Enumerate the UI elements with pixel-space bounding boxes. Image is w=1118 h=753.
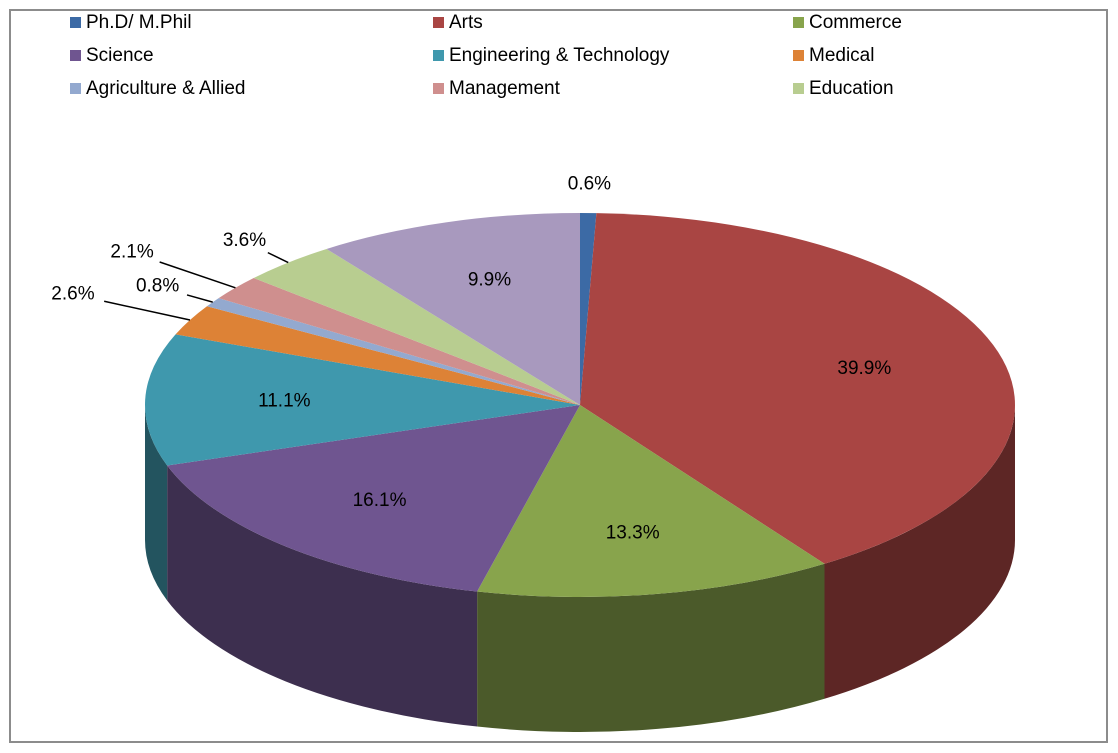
legend-label: Medical [809, 45, 874, 66]
legend-label: Education [809, 78, 894, 99]
legend-swatch [433, 83, 444, 94]
data-label: 0.8% [136, 276, 179, 297]
data-label: 16.1% [353, 490, 407, 511]
legend-label: Science [86, 45, 154, 66]
leader-line [159, 261, 236, 289]
legend-label: Engineering & Technology [449, 45, 670, 66]
pie-slice [477, 405, 825, 597]
legend-label: Arts [449, 12, 483, 33]
legend-swatch [70, 83, 81, 94]
legend-swatch [70, 50, 81, 61]
legend-swatch [433, 50, 444, 61]
legend-swatch [70, 17, 81, 28]
leader-line [267, 251, 289, 264]
legend-label: Agriculture & Allied [86, 78, 245, 99]
legend-swatch [793, 83, 804, 94]
legend-swatch [793, 50, 804, 61]
pie-slice [167, 405, 580, 592]
data-label: 39.9% [837, 358, 891, 379]
data-label: 2.1% [110, 242, 153, 263]
legend-label: Commerce [809, 12, 902, 33]
leader-line [103, 300, 191, 321]
data-label: 0.6% [568, 173, 611, 194]
data-label: 2.6% [51, 284, 94, 305]
pie-side [145, 405, 168, 601]
legend-label: Management [449, 78, 561, 99]
pie-slice [175, 306, 580, 405]
pie-side [167, 465, 478, 727]
pie-side [477, 563, 825, 732]
legend-swatch [793, 17, 804, 28]
pie-slice [206, 298, 581, 405]
data-label: 11.1% [258, 390, 311, 411]
legend-label: Ph.D/ M.Phil [86, 12, 192, 33]
data-label: 13.3% [606, 522, 660, 543]
pie-slice [144, 334, 580, 466]
data-label: 3.6% [223, 230, 266, 251]
leader-line [186, 294, 213, 303]
pie-slice [218, 278, 580, 405]
pie-side [824, 405, 1016, 699]
pie-slice [580, 213, 1016, 564]
legend-swatch [433, 17, 444, 28]
pie-slice [580, 213, 597, 405]
pie-slice [253, 248, 580, 405]
pie-slice [326, 213, 580, 405]
data-label: 9.9% [468, 270, 511, 291]
